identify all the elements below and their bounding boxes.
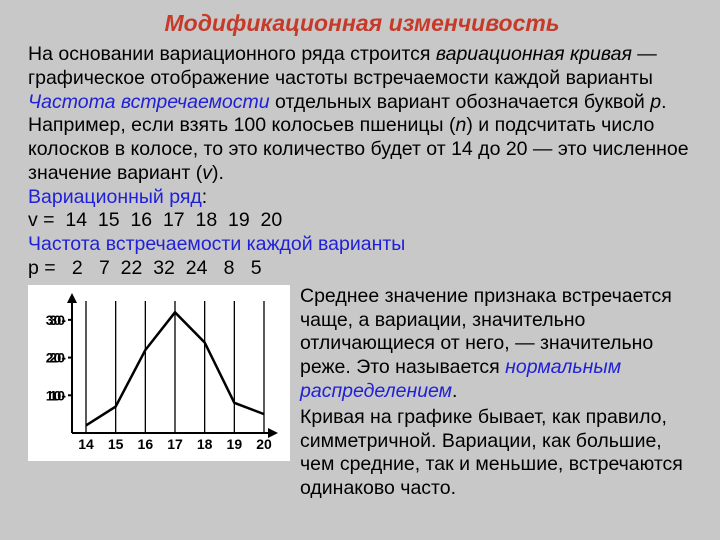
v-values-row: v = 14 15 16 17 18 19 20 <box>28 209 696 233</box>
frequency-series-label: Частота встречаемости каждой варианты <box>28 233 696 257</box>
page-title: Модификационная изменчивость <box>28 10 696 37</box>
text: . <box>661 91 666 113</box>
frequency-paragraph: Частота встречаемости отдельных вариант … <box>28 91 696 115</box>
svg-text:15: 15 <box>108 436 124 452</box>
text: ). <box>212 162 224 184</box>
var-p: p <box>650 91 661 113</box>
label: Вариационный ряд <box>28 186 202 208</box>
normal-distribution-paragraph: Среднее значение признака встречается ча… <box>300 285 696 404</box>
svg-text:20-: 20- <box>46 349 67 365</box>
text: Например, если взять 100 колосьев пшениц… <box>28 114 456 136</box>
var-n: n <box>456 114 467 136</box>
svg-text:17: 17 <box>167 436 183 452</box>
svg-text:10-: 10- <box>46 387 67 403</box>
variation-series-label: Вариационный ряд: <box>28 186 696 210</box>
text: . <box>452 380 457 402</box>
symmetry-paragraph: Кривая на графике бывает, как правило, с… <box>300 406 696 501</box>
intro-paragraph: На основании вариационного ряда строится… <box>28 43 696 91</box>
text: : <box>202 186 207 208</box>
svg-text:16: 16 <box>138 436 154 452</box>
p-values-row: p = 2 7 22 32 24 8 5 <box>28 257 696 281</box>
svg-text:20: 20 <box>256 436 272 452</box>
example-paragraph: Например, если взять 100 колосьев пшениц… <box>28 114 696 185</box>
text: На основании вариационного ряда строится <box>28 43 436 65</box>
term-frequency: Частота встречаемости <box>28 91 270 113</box>
variation-curve-chart: 10203010-20-30-14151617181920 <box>28 285 290 461</box>
svg-text:30-: 30- <box>46 312 67 328</box>
svg-text:18: 18 <box>197 436 213 452</box>
text: отдельных вариант обозначается буквой <box>270 91 651 113</box>
svg-text:14: 14 <box>78 436 94 452</box>
var-v: v <box>202 162 212 184</box>
chart-svg: 10203010-20-30-14151617181920 <box>34 291 280 455</box>
term-variation-curve: вариационная кривая <box>436 43 632 65</box>
svg-text:19: 19 <box>227 436 243 452</box>
